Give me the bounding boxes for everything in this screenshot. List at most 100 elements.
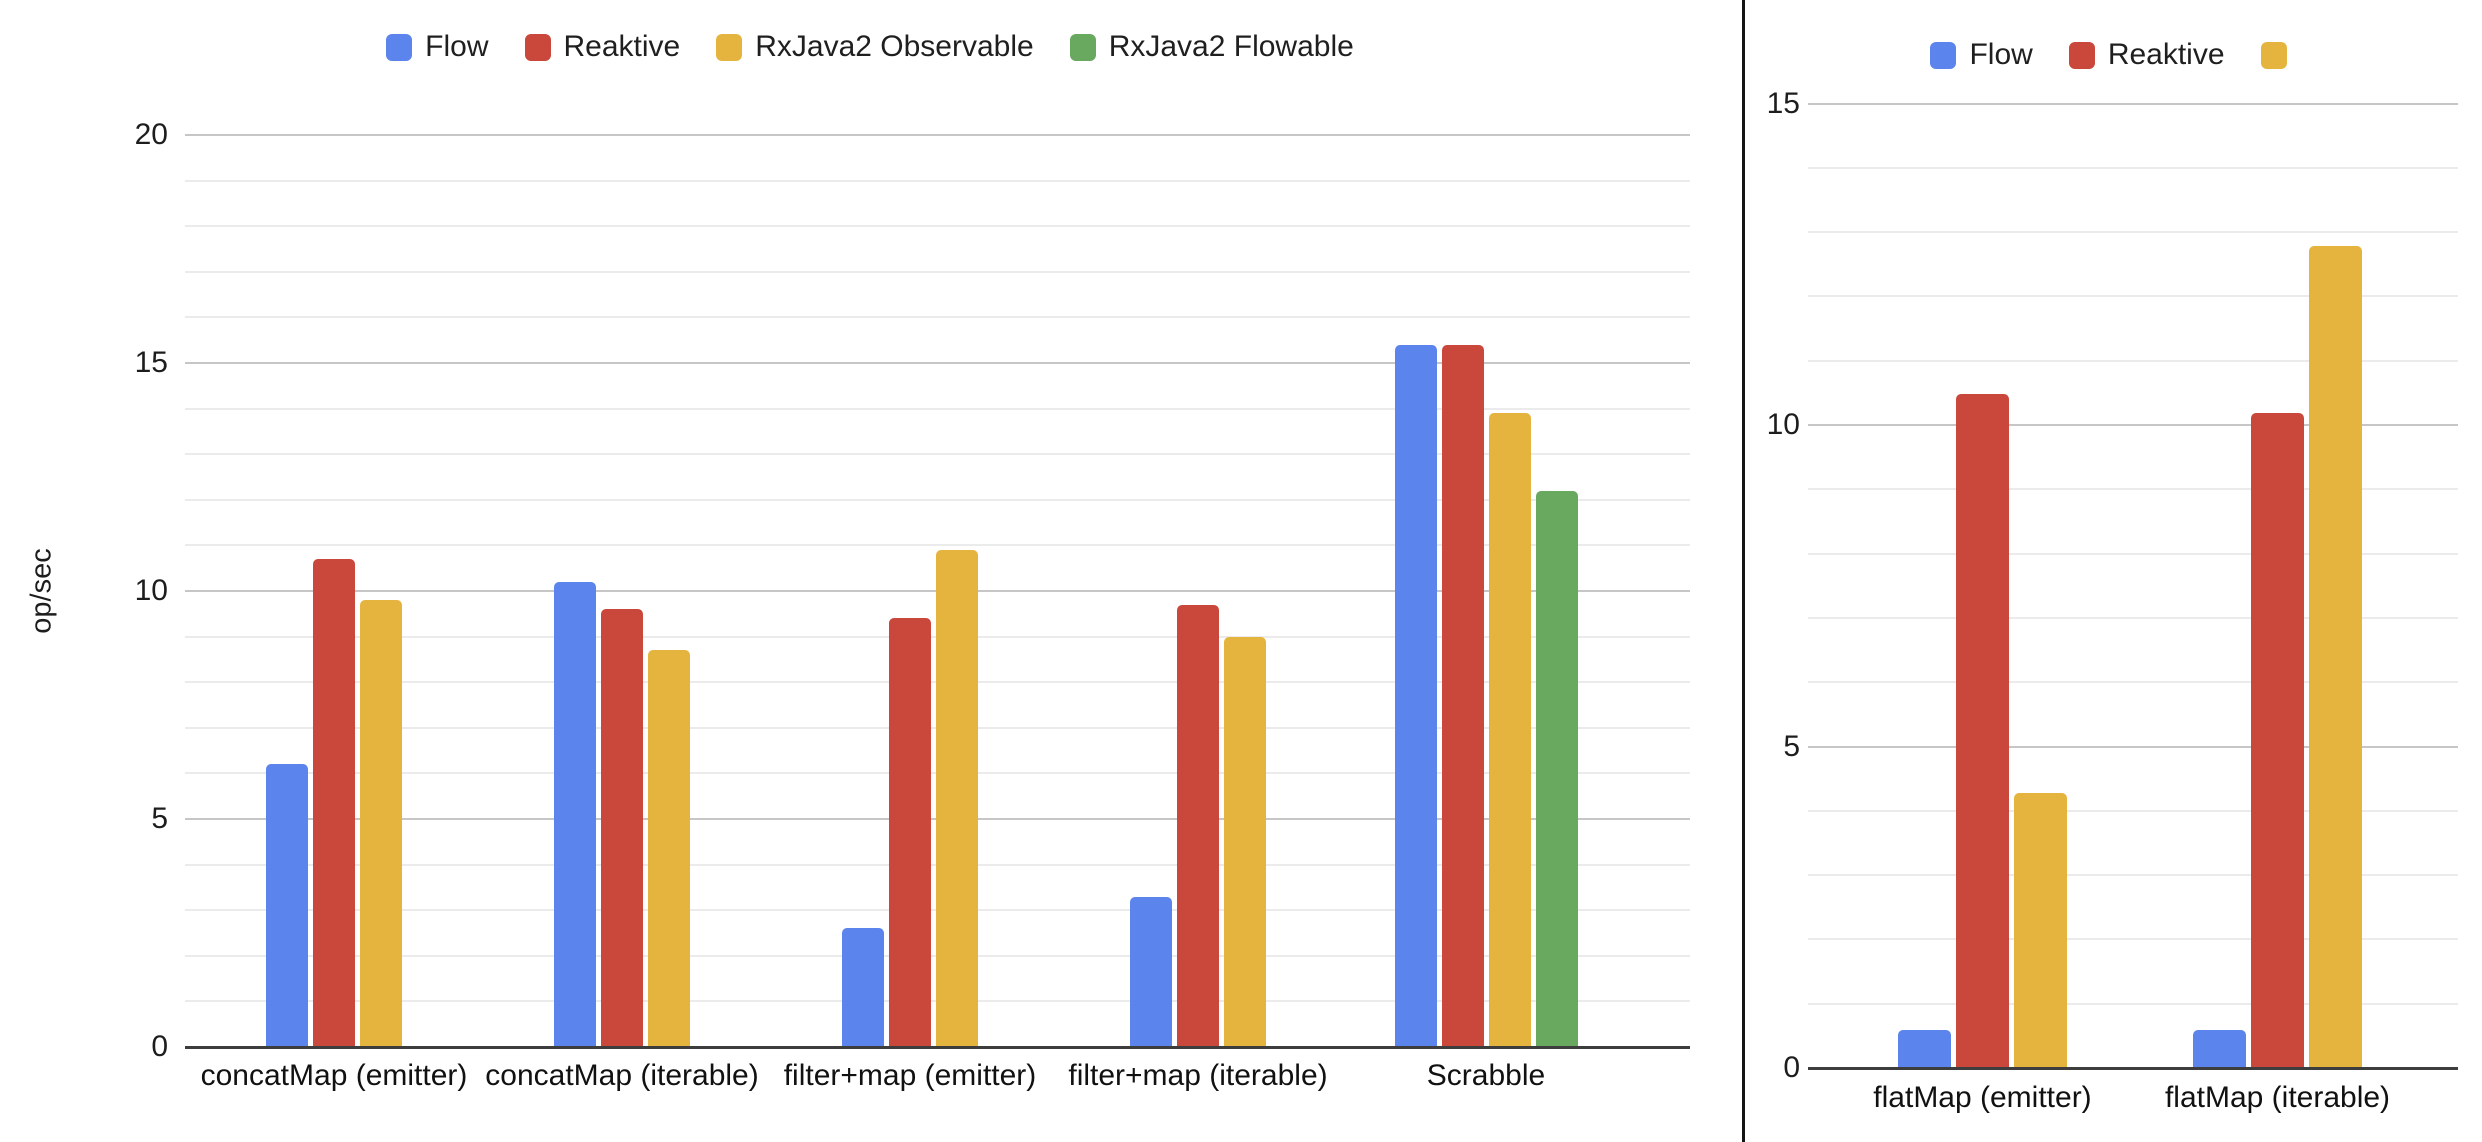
y-tick-label: 10 [1766,408,1800,441]
y-tick-label: 15 [134,346,168,379]
minor-gridline [185,225,1690,227]
category-label: concatMap (iterable) [485,1059,759,1092]
y-tick-label: 5 [1783,730,1800,763]
bar-group [266,559,402,1047]
minor-gridline [1808,810,2458,812]
legend-swatch-icon [2068,41,2095,69]
bar-flow [1898,1030,1951,1069]
legend-item: Flow [1930,38,2033,72]
bar-rxjava2-observable [1224,637,1266,1047]
minor-gridline [1808,874,2458,876]
plot-area: flatMap (emitter) flatMap (iterable) [1835,104,2425,1114]
legend-item [2260,41,2300,69]
legend-label: Reaktive [2107,38,2225,71]
bar-flow [842,928,884,1047]
bar-reaktive [1956,394,2009,1069]
legend-swatch-icon [386,33,413,61]
bar-rxjava2-observable [648,650,690,1047]
x-axis-baseline [1808,1067,2458,1070]
y-tick-label: 5 [151,802,168,835]
legend-label: RxJava2 Observable [755,30,1034,63]
minor-gridline [1808,231,2458,233]
bar-group [1130,605,1266,1047]
bar-reaktive [1441,345,1484,1047]
major-gridline [1808,746,2458,748]
legend-item: Reaktive [2068,38,2225,72]
legend-item: RxJava2 Flowable [1069,30,1354,64]
minor-gridline [1808,1003,2458,1005]
y-tick-label: 10 [134,574,168,607]
minor-gridline [1808,617,2458,619]
minor-gridline [1808,488,2458,490]
bar-series [2309,246,2362,1069]
minor-gridline [185,316,1690,318]
category-slot: flatMap (emitter) [1835,104,2130,1114]
legend-label: Reaktive [563,30,681,63]
minor-gridline [1808,681,2458,683]
major-gridline [185,362,1690,364]
bar-group [2193,246,2362,1069]
y-tick-label: 0 [1783,1051,1800,1084]
minor-gridline [185,499,1690,501]
plot-area: concatMap (emitter) concatMap (iterable) f… [190,135,1630,1092]
legend-label: Flow [425,30,489,63]
category-slot: filter+map (emitter) [766,135,1054,1092]
major-gridline [1808,424,2458,426]
category-label: filter+map (emitter) [783,1059,1037,1092]
bar-group [842,550,978,1047]
bar-rxjava2-flowable [1535,491,1578,1047]
minor-gridline [1808,553,2458,555]
bar-rxjava2-observable [936,550,978,1047]
bar-flow [1130,897,1172,1047]
y-tick-label: 0 [151,1030,168,1063]
minor-gridline [1808,295,2458,297]
category-label: concatMap (emitter) [200,1059,468,1092]
category-label: flatMap (iterable) [2164,1081,2391,1114]
x-axis-baseline [185,1046,1690,1049]
legend-label: RxJava2 Flowable [1108,30,1354,63]
bar-group [1394,345,1578,1047]
minor-gridline [1808,938,2458,940]
legend-item: Flow [386,30,489,64]
category-label: flatMap (emitter) [1873,1081,2092,1114]
bar-flow [2193,1030,2246,1069]
minor-gridline [1808,360,2458,362]
bar-reaktive [2251,413,2304,1069]
legend-swatch-icon [716,33,743,61]
minor-gridline [1808,167,2458,169]
bar-flow [266,764,308,1047]
bar-reaktive [1177,605,1219,1047]
minor-gridline [185,271,1690,273]
category-label: Scrabble [1426,1059,1546,1092]
bar-rxjava2-observable [1488,413,1531,1047]
category-slot: Scrabble [1342,135,1630,1092]
minor-gridline [185,544,1690,546]
major-gridline [185,134,1690,136]
bar-group [554,582,690,1047]
major-gridline [1808,103,2458,105]
minor-gridline [185,180,1690,182]
chart-divider [1742,0,1745,1142]
category-slot: concatMap (iterable) [478,135,766,1092]
bar-series [2014,793,2067,1069]
bar-rxjava2-observable [360,600,402,1047]
legend: Flow Reaktive RxJava2 Observable RxJava2 Fl… [185,30,1555,64]
legend: Flow Reaktive [1815,38,2415,72]
bar-reaktive [889,618,931,1047]
category-label: filter+map (iterable) [1068,1059,1328,1092]
y-tick-label: 20 [134,118,168,151]
y-axis-title: op/sec [25,548,58,634]
category-slot: flatMap (iterable) [2130,104,2425,1114]
bar-reaktive [601,609,643,1047]
minor-gridline [185,453,1690,455]
y-tick-label: 15 [1766,87,1800,120]
legend-item: Reaktive [524,30,681,64]
bar-flow [1394,345,1437,1047]
bar-group [1898,394,2067,1069]
legend-swatch-icon [2260,41,2287,69]
legend-label: Flow [1969,38,2033,71]
bar-reaktive [313,559,355,1047]
legend-swatch-icon [1069,33,1096,61]
legend-swatch-icon [524,33,551,61]
